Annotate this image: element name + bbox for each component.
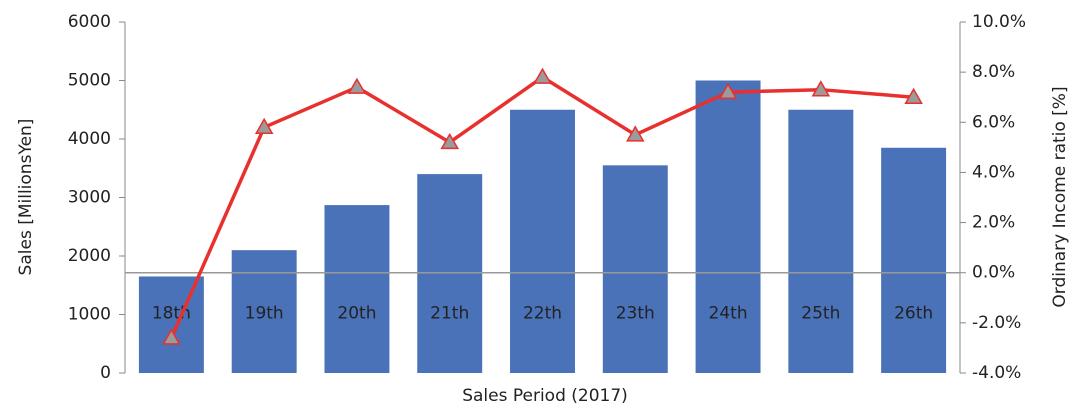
x-tick-label: 19th [245,304,284,324]
y-tick-label: 4000 [68,129,111,149]
x-tick-label: 24th [709,304,748,324]
y2-tick-label: 6.0% [972,112,1015,132]
y-tick-label: 3000 [68,188,111,208]
y2-tick-label: 4.0% [972,162,1015,182]
marker [440,132,460,150]
bar [695,80,761,373]
y-tick-label: 1000 [68,305,111,325]
marker [162,328,181,345]
marker [625,125,645,142]
x-tick-label: 26th [894,304,933,324]
marker [254,117,274,135]
x-tick-label: 22th [523,304,562,324]
marker [347,77,367,94]
y-tick-label: 2000 [68,246,111,266]
marker [533,67,552,84]
marker [904,87,923,104]
y-tick-label: 0 [100,363,111,383]
x-tick-label: 20th [337,304,376,324]
y-axis-title: Sales [MillionsYen] [16,119,36,276]
bar [788,109,854,373]
bar [602,165,668,373]
y2-tick-label: -4.0% [972,363,1021,383]
y2-tick-label: 8.0% [972,62,1015,82]
bar [138,276,204,373]
y2-axis-title: Ordinary Income ratio [%] [1050,86,1070,307]
x-tick-label: 23th [616,304,655,324]
bar [231,250,297,373]
y2-tick-label: 0.0% [972,263,1015,283]
marker [718,82,738,99]
y2-tick-label: -2.0% [972,313,1021,333]
x-tick-label: 25th [801,304,840,324]
x-tick-label: 21th [430,304,469,324]
bar [881,147,947,373]
marker [811,80,831,97]
y-tick-label: 5000 [68,71,111,91]
y2-tick-label: 2.0% [972,213,1015,233]
bar [417,174,483,373]
y-tick-label: 6000 [68,12,111,32]
y2-tick-label: 10.0% [972,12,1026,32]
bar [510,109,575,373]
x-axis-title: Sales Period (2017) [462,386,628,406]
bar [324,205,390,373]
